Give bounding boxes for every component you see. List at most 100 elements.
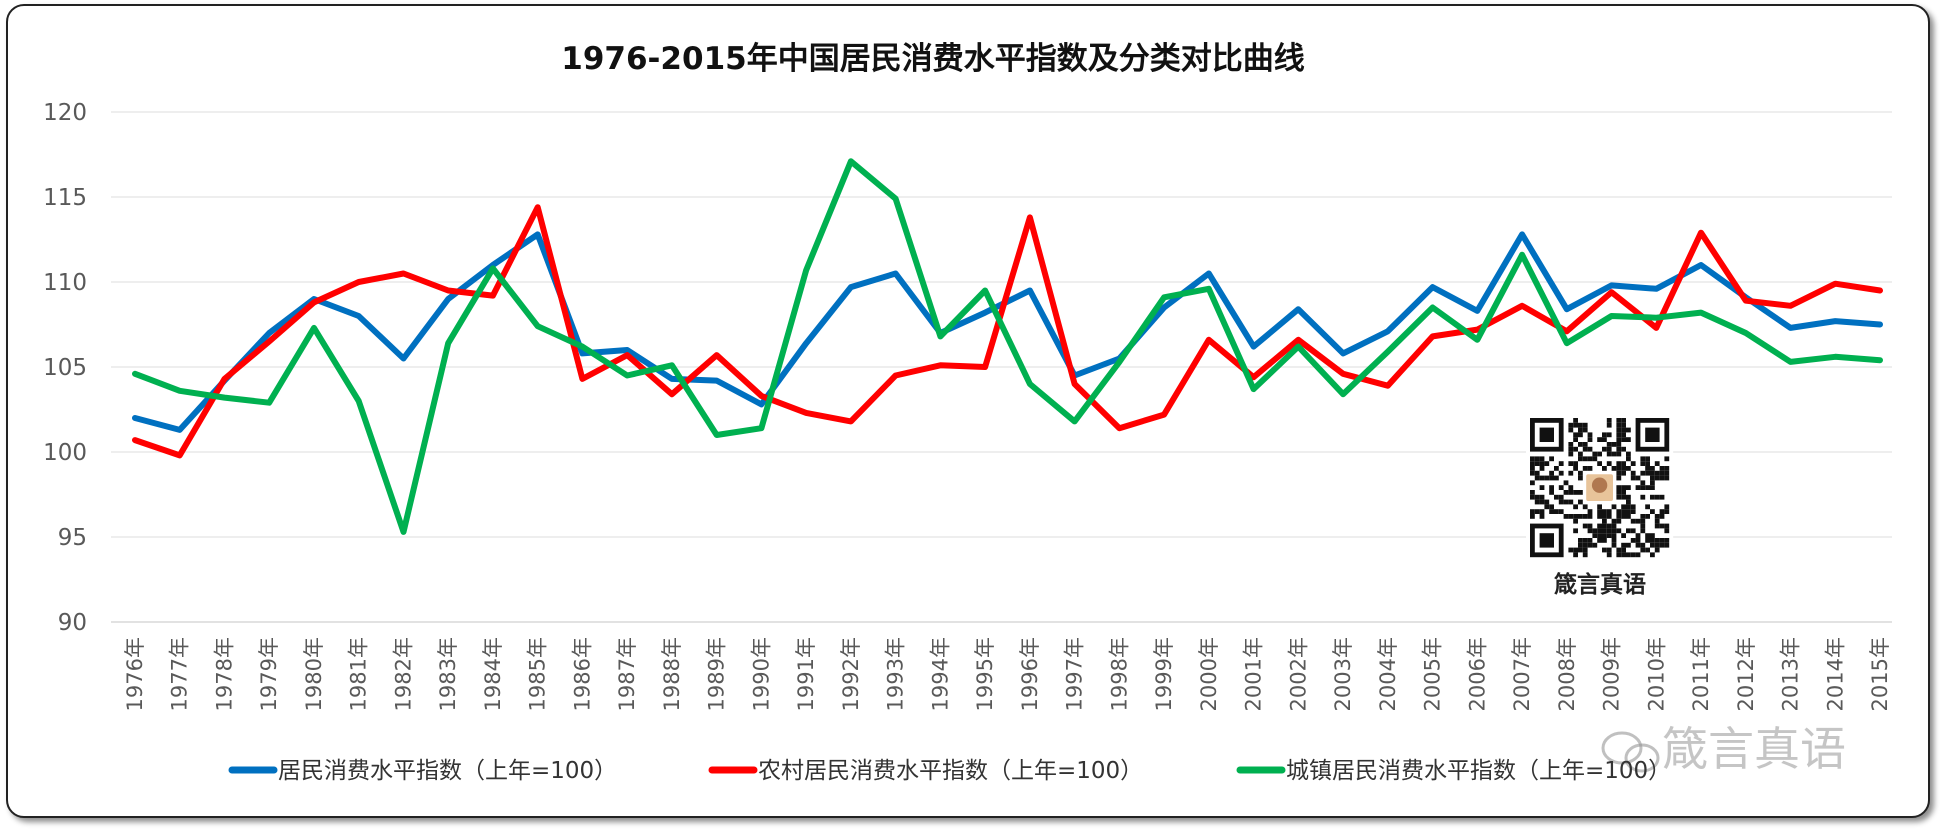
x-tick-label: 1980年 <box>302 637 326 711</box>
qr-module <box>1640 518 1646 524</box>
qr-module <box>1659 542 1665 548</box>
qr-module <box>1621 418 1626 423</box>
qr-module <box>1659 494 1665 500</box>
y-tick-label: 100 <box>43 440 87 466</box>
qr-module <box>1549 509 1554 514</box>
qr-module <box>1654 461 1660 466</box>
qr-module <box>1645 485 1650 490</box>
qr-module <box>1621 422 1626 428</box>
qr-module <box>1645 466 1650 471</box>
qr-module <box>1664 475 1670 481</box>
qr-module <box>1573 446 1578 452</box>
x-tick-label: 1998年 <box>1107 637 1131 711</box>
qr-module <box>1549 504 1554 510</box>
qr-module <box>1602 432 1607 438</box>
qr-module <box>1630 528 1636 534</box>
qr-module <box>1606 509 1612 514</box>
qr-module <box>1611 533 1617 538</box>
qr-module <box>1654 475 1660 481</box>
qr-module <box>1650 470 1655 476</box>
qr-module <box>1602 518 1607 524</box>
qr-module <box>1645 547 1650 553</box>
qr-module <box>1582 514 1588 519</box>
qr-module <box>1664 542 1670 548</box>
x-tick-label: 1976年 <box>123 637 147 711</box>
x-tick-label: 2008年 <box>1555 637 1579 711</box>
qr-module <box>1582 446 1588 452</box>
x-tick-label: 2012年 <box>1734 637 1758 711</box>
qr-module <box>1534 499 1540 505</box>
qr-module <box>1626 552 1631 558</box>
qr-module <box>1578 427 1583 433</box>
series-lines <box>132 158 1883 535</box>
qr-module <box>1664 504 1670 510</box>
qr-module <box>1602 528 1607 534</box>
qr-module <box>1650 538 1655 543</box>
qr-module <box>1582 523 1588 529</box>
qr-module <box>1568 490 1574 495</box>
x-tick-label: 2006年 <box>1465 637 1489 711</box>
x-tick-label: 1989年 <box>705 637 729 711</box>
x-tick-label: 1992年 <box>839 637 863 711</box>
x-tick-label: 2011年 <box>1689 637 1713 711</box>
qr-module <box>1640 461 1646 466</box>
qr-module <box>1597 533 1602 538</box>
qr-module <box>1539 509 1545 514</box>
qr-module <box>1554 494 1559 500</box>
qr-module <box>1558 499 1564 505</box>
qr-module <box>1664 538 1670 543</box>
x-tick-label: 2010年 <box>1644 637 1668 711</box>
qr-module <box>1645 533 1650 538</box>
qr-module <box>1563 514 1569 519</box>
qr-module <box>1573 422 1578 428</box>
watermark-text: 箴言真语 <box>1662 722 1846 776</box>
x-tick-label: 1999年 <box>1152 637 1176 711</box>
qr-module <box>1664 523 1670 529</box>
qr-module <box>1654 518 1660 524</box>
qr-module <box>1616 485 1622 490</box>
qr-module <box>1621 504 1626 510</box>
qr-module <box>1664 466 1670 471</box>
qr-module <box>1539 485 1545 490</box>
qr-module <box>1582 427 1588 433</box>
qr-module <box>1568 451 1574 457</box>
qr-module <box>1597 451 1602 457</box>
qr-module <box>1554 475 1559 481</box>
qr-module <box>1578 490 1583 495</box>
x-tick-label: 1995年 <box>973 637 997 711</box>
y-tick-label: 95 <box>58 525 87 551</box>
qr-module <box>1621 509 1626 514</box>
qr-module <box>1635 533 1641 538</box>
qr-module <box>1578 456 1583 462</box>
qr-module <box>1563 490 1569 495</box>
qr-module <box>1626 514 1631 519</box>
qr-module <box>1626 451 1631 457</box>
qr-module <box>1621 432 1626 438</box>
x-tick-label: 1985年 <box>526 637 550 711</box>
qr-module <box>1568 514 1574 519</box>
qr-module <box>1597 523 1602 529</box>
qr-module <box>1659 475 1665 481</box>
qr-module <box>1621 490 1626 495</box>
qr-module <box>1640 514 1646 519</box>
qr-module <box>1544 475 1550 481</box>
qr-module <box>1616 494 1622 500</box>
x-tick-label: 2001年 <box>1242 637 1266 711</box>
qr-module <box>1640 523 1646 529</box>
qr-module <box>1635 485 1641 490</box>
qr-module <box>1626 427 1631 433</box>
x-tick-label: 1987年 <box>615 637 639 711</box>
qr-module <box>1549 470 1554 476</box>
qr-module <box>1630 461 1636 466</box>
qr-module <box>1630 470 1636 476</box>
qr-module <box>1654 514 1660 519</box>
qr-module <box>1664 509 1670 514</box>
qr-module <box>1606 547 1612 553</box>
qr-module <box>1616 509 1622 514</box>
x-tick-label: 1991年 <box>794 637 818 711</box>
qr-module <box>1573 504 1578 510</box>
qr-module <box>1640 470 1646 476</box>
qr-module <box>1626 504 1631 510</box>
x-tick-label: 2014年 <box>1823 637 1847 711</box>
qr-module <box>1616 451 1622 457</box>
